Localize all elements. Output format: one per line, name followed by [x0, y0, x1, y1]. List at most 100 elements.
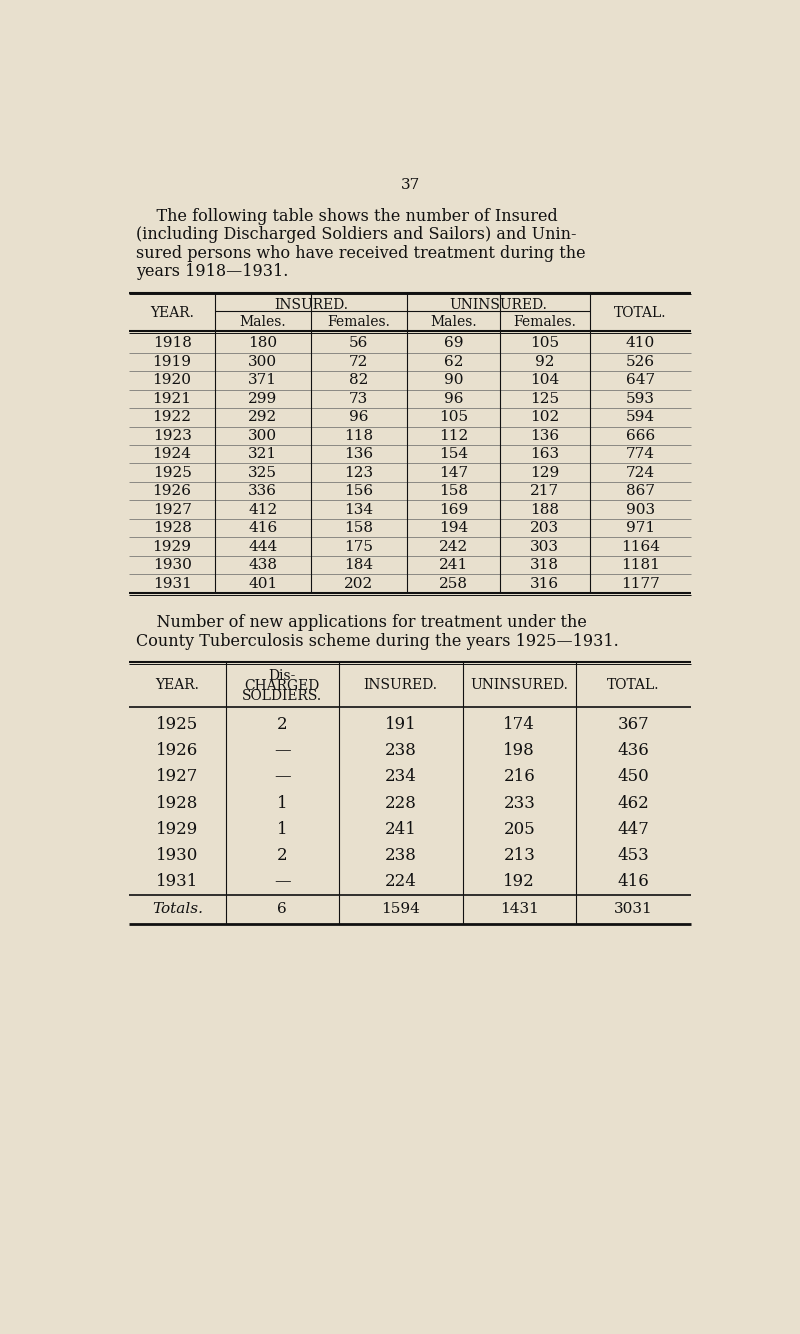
Text: 1920: 1920: [153, 374, 191, 387]
Text: 300: 300: [248, 428, 278, 443]
Text: 163: 163: [530, 447, 559, 462]
Text: 1931: 1931: [156, 872, 198, 890]
Text: Totals.: Totals.: [152, 902, 203, 916]
Text: 593: 593: [626, 392, 654, 406]
Text: 123: 123: [344, 466, 374, 480]
Text: 228: 228: [385, 795, 417, 811]
Text: 299: 299: [248, 392, 278, 406]
Text: 158: 158: [439, 484, 468, 498]
Text: 136: 136: [530, 428, 559, 443]
Text: 1928: 1928: [156, 795, 198, 811]
Text: 318: 318: [530, 558, 559, 572]
Text: 37: 37: [400, 177, 420, 192]
Text: 1930: 1930: [153, 558, 191, 572]
Text: 1: 1: [277, 795, 287, 811]
Text: Number of new applications for treatment under the: Number of new applications for treatment…: [136, 615, 586, 631]
Text: 234: 234: [385, 768, 417, 786]
Text: 336: 336: [248, 484, 278, 498]
Text: 125: 125: [530, 392, 559, 406]
Text: 1: 1: [277, 820, 287, 838]
Text: 436: 436: [618, 742, 649, 759]
Text: 1918: 1918: [153, 336, 191, 351]
Text: 62: 62: [444, 355, 463, 368]
Text: 92: 92: [535, 355, 554, 368]
Text: INSURED.: INSURED.: [274, 297, 348, 312]
Text: 401: 401: [248, 576, 278, 591]
Text: 154: 154: [439, 447, 468, 462]
Text: County Tuberculosis scheme during the years 1925—1931.: County Tuberculosis scheme during the ye…: [136, 632, 618, 650]
Text: 158: 158: [344, 522, 374, 535]
Text: 367: 367: [618, 716, 649, 732]
Text: 321: 321: [248, 447, 278, 462]
Text: 194: 194: [438, 522, 468, 535]
Text: 1927: 1927: [153, 503, 191, 516]
Text: 156: 156: [344, 484, 374, 498]
Text: Males.: Males.: [430, 315, 477, 328]
Text: 1928: 1928: [153, 522, 191, 535]
Text: 303: 303: [530, 540, 559, 554]
Text: 292: 292: [248, 411, 278, 424]
Text: 175: 175: [344, 540, 374, 554]
Text: 90: 90: [444, 374, 463, 387]
Text: 96: 96: [349, 411, 369, 424]
Text: 724: 724: [626, 466, 654, 480]
Text: 371: 371: [248, 374, 278, 387]
Text: —: —: [274, 768, 290, 786]
Text: 1929: 1929: [156, 820, 198, 838]
Text: UNINSURED.: UNINSURED.: [450, 297, 547, 312]
Text: CHARGED: CHARGED: [245, 679, 320, 692]
Text: sured persons who have received treatment during the: sured persons who have received treatmen…: [136, 244, 586, 261]
Text: 1922: 1922: [153, 411, 191, 424]
Text: 1594: 1594: [382, 902, 420, 916]
Text: 202: 202: [344, 576, 374, 591]
Text: 3031: 3031: [614, 902, 653, 916]
Text: 971: 971: [626, 522, 654, 535]
Text: UNINSURED.: UNINSURED.: [470, 678, 568, 692]
Text: Females.: Females.: [514, 315, 576, 328]
Text: 118: 118: [344, 428, 374, 443]
Text: 238: 238: [385, 847, 417, 864]
Text: Dis-: Dis-: [269, 668, 296, 683]
Text: 453: 453: [618, 847, 649, 864]
Text: 73: 73: [350, 392, 369, 406]
Text: Females.: Females.: [327, 315, 390, 328]
Text: 903: 903: [626, 503, 654, 516]
Text: 1931: 1931: [153, 576, 191, 591]
Text: 169: 169: [438, 503, 468, 516]
Text: 300: 300: [248, 355, 278, 368]
Text: 1924: 1924: [153, 447, 191, 462]
Text: 438: 438: [248, 558, 278, 572]
Text: 105: 105: [439, 411, 468, 424]
Text: 205: 205: [503, 820, 535, 838]
Text: 136: 136: [344, 447, 374, 462]
Text: 1923: 1923: [153, 428, 191, 443]
Text: 647: 647: [626, 374, 654, 387]
Text: 233: 233: [503, 795, 535, 811]
Text: —: —: [274, 742, 290, 759]
Text: Males.: Males.: [239, 315, 286, 328]
Text: 867: 867: [626, 484, 654, 498]
Text: 410: 410: [626, 336, 655, 351]
Text: 450: 450: [618, 768, 649, 786]
Text: 316: 316: [530, 576, 559, 591]
Text: 96: 96: [444, 392, 463, 406]
Text: 192: 192: [503, 872, 535, 890]
Text: years 1918—1931.: years 1918—1931.: [136, 263, 288, 280]
Text: 174: 174: [503, 716, 535, 732]
Text: YEAR.: YEAR.: [150, 307, 194, 320]
Text: 238: 238: [385, 742, 417, 759]
Text: 198: 198: [503, 742, 535, 759]
Text: 416: 416: [248, 522, 278, 535]
Text: 134: 134: [344, 503, 374, 516]
Text: 416: 416: [618, 872, 649, 890]
Text: SOLDIERS.: SOLDIERS.: [242, 688, 322, 703]
Text: (including Discharged Soldiers and Sailors) and Unin-: (including Discharged Soldiers and Sailo…: [136, 227, 576, 243]
Text: 217: 217: [530, 484, 559, 498]
Text: 462: 462: [618, 795, 649, 811]
Text: 105: 105: [530, 336, 559, 351]
Text: 594: 594: [626, 411, 654, 424]
Text: YEAR.: YEAR.: [155, 678, 199, 692]
Text: 147: 147: [439, 466, 468, 480]
Text: 72: 72: [349, 355, 369, 368]
Text: 1927: 1927: [156, 768, 198, 786]
